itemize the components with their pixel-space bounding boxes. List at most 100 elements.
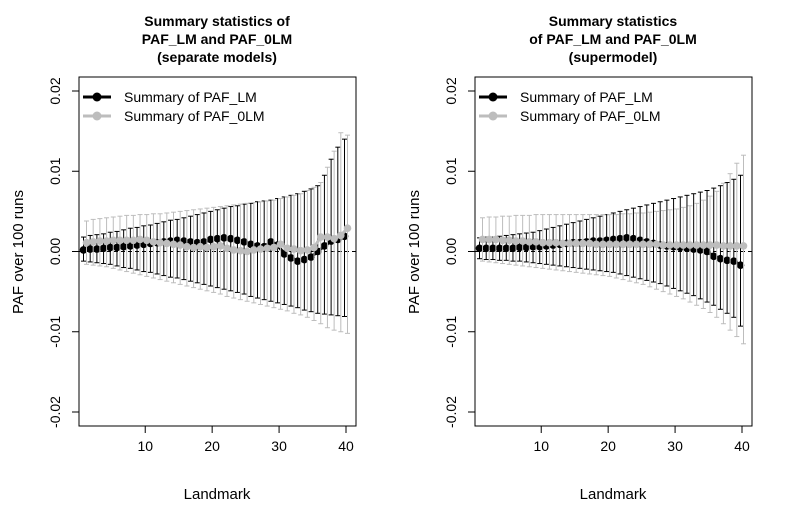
data-point: [719, 242, 728, 250]
data-point: [489, 244, 497, 253]
data-point: [82, 238, 91, 247]
legend-label: Summary of PAF_0LM: [520, 108, 661, 124]
y-tick-label: 0.00: [443, 238, 459, 265]
legend: Summary of PAF_LM Summary of PAF_0LM: [479, 89, 661, 124]
data-point: [646, 240, 654, 249]
data-point: [730, 257, 738, 265]
series-paf-0lm: [82, 132, 352, 334]
data-point: [263, 244, 271, 253]
legend-swatch-point: [488, 92, 498, 102]
y-axis-label: PAF over 100 runs: [406, 190, 423, 314]
x-axis-label: Landmark: [184, 486, 251, 503]
chart-title-line: Summary statistics: [549, 13, 678, 29]
legend-label: Summary of PAF_0LM: [124, 108, 265, 124]
legend-label: Summary of PAF_LM: [520, 89, 653, 105]
data-point: [240, 238, 248, 246]
data-point: [579, 239, 587, 248]
data-point: [565, 239, 574, 248]
data-point: [699, 241, 708, 249]
data-point: [203, 243, 211, 252]
data-point: [149, 238, 158, 246]
data-point: [163, 239, 171, 248]
data-point: [736, 261, 745, 269]
data-point: [545, 238, 554, 247]
x-tick-label: 30: [667, 438, 683, 454]
data-point: [502, 244, 511, 253]
data-point: [250, 246, 258, 254]
data-point: [505, 236, 514, 245]
legend: Summary of PAF_LM Summary of PAF_0LM: [83, 89, 265, 124]
data-point: [625, 240, 634, 249]
data-point: [552, 238, 560, 247]
data-point: [525, 238, 534, 246]
x-tick-label: 20: [600, 438, 616, 454]
data-point: [572, 239, 580, 248]
data-point: [495, 244, 504, 253]
data-point: [343, 224, 352, 233]
data-point: [585, 239, 594, 248]
data-point: [672, 241, 681, 249]
data-point: [559, 239, 567, 248]
data-point: [183, 242, 191, 251]
data-point: [478, 235, 487, 244]
data-point: [176, 241, 184, 249]
data-point: [102, 237, 111, 245]
data-point: [320, 242, 329, 250]
data-point: [216, 242, 225, 250]
data-point: [122, 236, 131, 245]
legend-swatch-point: [92, 92, 102, 102]
data-point: [106, 243, 115, 252]
data-point: [652, 240, 661, 249]
data-point: [475, 244, 484, 253]
y-tick-label: -0.01: [443, 316, 459, 348]
legend-swatch-point: [92, 111, 102, 121]
data-point: [592, 240, 601, 249]
data-point: [99, 244, 108, 253]
data-point: [300, 255, 309, 264]
y-tick-label: -0.01: [47, 316, 63, 348]
data-point: [692, 241, 701, 249]
data-point: [129, 236, 138, 245]
x-tick-label: 30: [271, 438, 287, 454]
chart-title-line: Summary statistics of: [144, 13, 290, 29]
data-point: [532, 238, 540, 246]
data-point: [93, 245, 101, 253]
data-point: [126, 242, 135, 250]
data-point: [616, 234, 624, 243]
data-point: [213, 234, 222, 243]
data-point: [109, 236, 118, 245]
x-tick-label: 40: [338, 438, 354, 454]
data-point: [243, 247, 251, 256]
data-point: [330, 234, 338, 243]
data-point: [136, 235, 144, 244]
data-point: [233, 236, 242, 245]
data-point: [716, 254, 725, 263]
chart-title-line: (separate models): [157, 49, 277, 65]
data-point: [290, 245, 298, 253]
data-point: [293, 257, 302, 265]
data-point: [276, 240, 285, 249]
data-point: [639, 240, 647, 249]
data-point: [196, 242, 205, 251]
data-point: [142, 236, 151, 245]
data-point: [622, 234, 631, 242]
data-point: [119, 242, 128, 251]
chart-title-line: of PAF_LM and PAF_0LM: [529, 31, 696, 47]
data-point: [79, 246, 88, 254]
data-point: [498, 236, 507, 245]
data-point: [709, 252, 718, 261]
data-point: [113, 243, 121, 252]
data-point: [229, 246, 238, 254]
data-point: [310, 243, 318, 252]
data-point: [220, 234, 228, 242]
x-tick-label: 20: [204, 438, 220, 454]
y-tick-label: 0.01: [47, 157, 63, 184]
data-point: [209, 242, 218, 251]
data-point: [666, 241, 674, 249]
data-point: [509, 244, 517, 253]
data-point: [726, 242, 734, 250]
data-point: [226, 234, 235, 243]
data-point: [612, 240, 621, 249]
